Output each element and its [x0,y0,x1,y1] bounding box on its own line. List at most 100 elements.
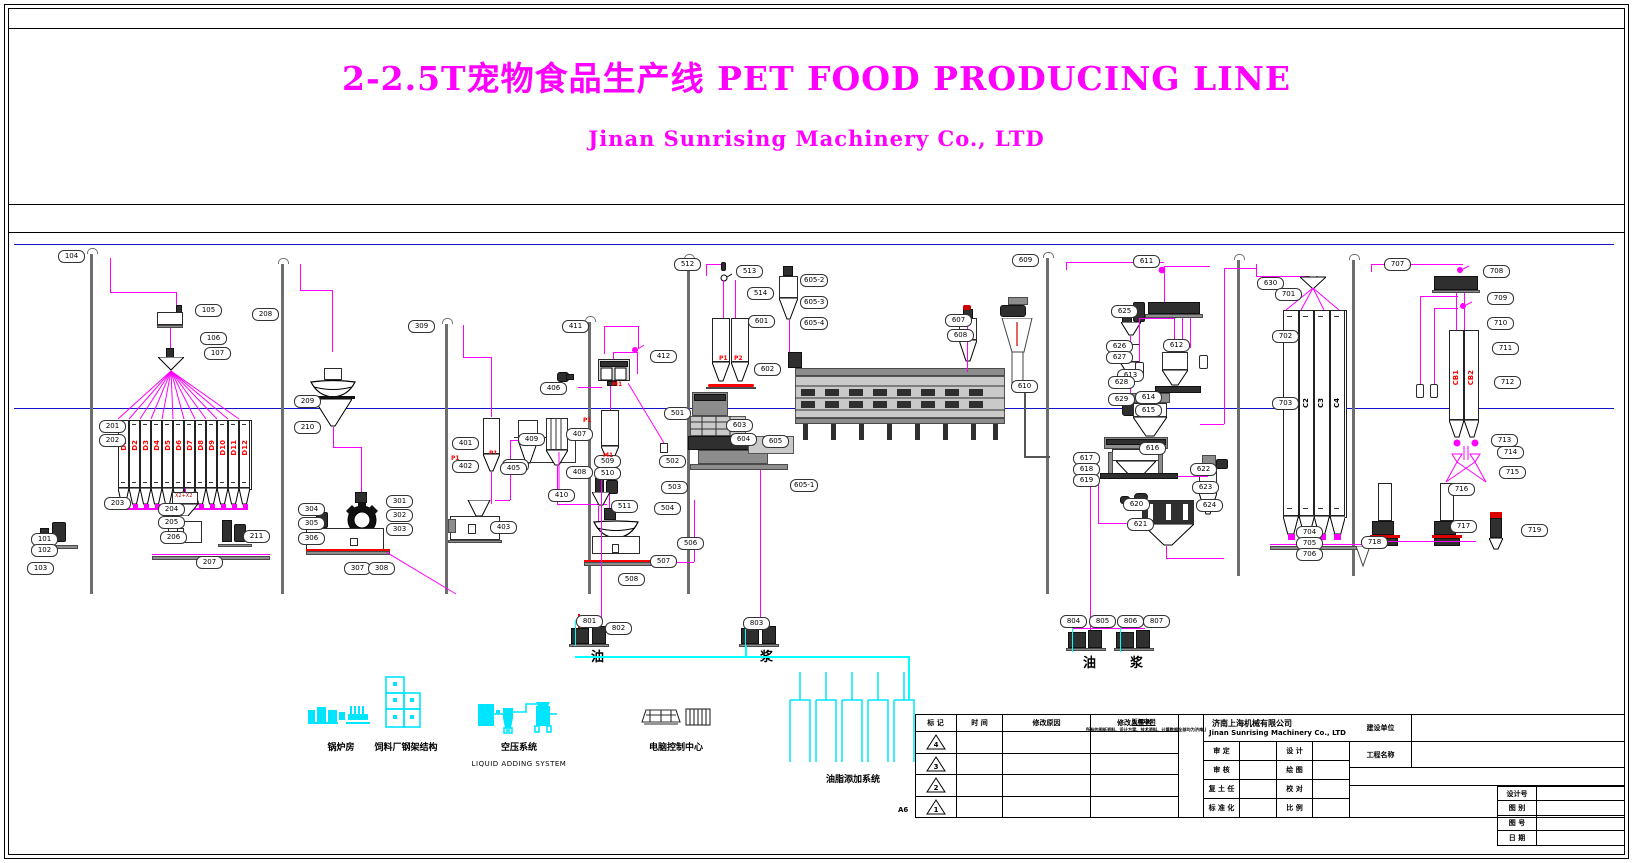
equipment-tag-618: 618 [1073,463,1100,476]
revision-cell-r3-c0: 1 [915,796,957,818]
equipment-tag-605-3: 605-3 [800,296,829,309]
signature-value-3 [1240,799,1277,818]
equipment-tag-211: 211 [243,530,270,543]
copyright-note-cell: 版权申明 所有的图纸资料、设计方案、技术资料、计算数据全部均为济南上海机械有限公… [1084,714,1206,818]
equipment-tag-306: 306 [298,532,325,545]
stream-tag-p1: P1 [583,417,592,424]
equipment-tag-205: 205 [158,516,185,529]
equipment-tag-207: 207 [196,556,223,569]
legend-label-oil-adding-system: 油脂添加系统 [825,775,880,785]
raw-silo-vent-D10 [220,424,224,425]
pot-612-b [1199,355,1208,369]
pipe-513-drop [723,280,724,318]
pipe-803-utility [745,620,746,646]
equipment-tag-504: 504 [654,502,681,515]
svg-text:3: 3 [933,763,938,771]
finished-silo-outlet-mark-C4 [1333,508,1339,509]
column-3-cap [442,318,453,324]
equipment-tag-308: 308 [368,562,395,575]
project-label: 工程名称 [1350,742,1412,768]
column-1 [90,252,93,594]
pipe-709-branch-a [1420,296,1458,297]
corner-value-1 [1537,801,1625,816]
corner-label-3: 日 期 [1497,831,1537,846]
signature-label-2: 复 土 任 [1204,780,1240,799]
pipe-intake-riser [110,258,111,292]
signature-label-1: 审 核 [1204,761,1240,780]
equipment-tag-609: 609 [1012,254,1039,267]
cyclone-605-3-body [779,276,798,298]
revision-triangle-1: 1 [925,798,946,815]
tank-804 [1068,632,1086,648]
equipment-tag-102: 102 [31,544,58,557]
revision-cell-r0-c1 [957,732,1003,754]
dryer-body [795,376,1005,418]
boiler-room-icon [308,706,370,724]
buffer-bin-401-cone [483,454,500,472]
legend-label-feed-plant-steel-structure: 饲料厂钢架结构 [374,743,438,753]
hopper-612-cone [1162,370,1188,386]
company-name-cn: 济南上海机械有限公司 [1212,719,1292,728]
raw-silo-D4 [151,420,162,488]
pipe-307-diagonal [386,552,457,595]
equipment-tag-624: 624 [1196,499,1223,512]
equipment-tag-710: 710 [1487,317,1514,330]
distributor-pipes [117,370,240,420]
equipment-tag-629: 629 [1108,393,1135,406]
equipment-tag-614: 614 [1135,391,1162,404]
pipe-709-branch-b [1434,308,1458,309]
pipe-coater-branch [1139,318,1175,319]
pipe-to-sifter [176,292,177,312]
cyclone-605-2-inlet [783,266,793,276]
company-cell: 济南上海机械有限公司 Jinan Sunrising Machinery Co.… [1204,714,1350,742]
revision-triangle-2: 2 [925,777,946,793]
cleaner-209-inlet [324,368,342,380]
raw-silo-label-D12: D12 [241,440,249,456]
equipment-tag-407: 407 [566,428,593,441]
mixer-506-door [612,544,619,553]
unit-719-cone [1489,538,1503,550]
pipe-coater-drop-b [1182,318,1183,348]
raw-silo-outlet-mark-D10 [220,482,224,483]
grinder-feed-inlet [355,492,367,503]
finished-silo-label-C4: C4 [1332,398,1341,409]
dryer-exhaust-duct-horz [1024,456,1050,458]
pipe-409-to-mixer [495,500,510,501]
design-value-0 [1313,742,1350,761]
extruder-frame-base [690,464,788,470]
coater-top-conveyor-frame [1145,314,1203,318]
raw-silo-D8 [195,420,206,488]
pipe-503-diagonal [628,383,665,444]
conveyor-612-out [1155,386,1201,393]
valve-710 [1460,301,1473,309]
finished-silo-outlet-mark-C3 [1318,508,1323,509]
pipe-501-top [613,352,637,353]
raw-silo-outlet-mark-D6 [176,482,180,483]
equipment-tag-707: 707 [1384,258,1411,271]
equipment-tag-106: 106 [200,332,227,345]
raw-silo-outlet-mark-D12 [242,482,246,483]
finished-silo-valve-C1 [1287,534,1295,540]
raw-silo-outlet-mark-D3 [143,482,147,483]
equipment-tag-403: 403 [490,521,517,534]
cleaner-209-body [310,380,356,398]
pipe-409-in [510,440,522,441]
pipe-619-cross [1098,523,1142,524]
finished-silo-C3 [1314,310,1330,516]
pipe-coater-drop-a [1174,318,1175,348]
revision-cell-r3-c3 [1091,796,1179,818]
pipe-508-riser [694,500,695,562]
buffer-bin-401 [483,418,500,454]
pipe-508-out [674,562,694,563]
equipment-tag-717: 717 [1450,520,1477,533]
revision-cell-r1-c3 [1091,753,1179,775]
raw-silo-outlet-mark-D9 [209,482,213,483]
equipment-tag-210: 210 [294,421,321,434]
finished-silo-C4 [1329,310,1345,516]
pipe-401-cross [463,357,491,358]
cyclone-607-motor [963,305,971,310]
equipment-tag-719: 719 [1521,524,1548,537]
feeder-602-belt [708,384,754,387]
raw-silo-label-D3: D3 [142,440,150,451]
title-block-blank-row [1350,768,1625,786]
